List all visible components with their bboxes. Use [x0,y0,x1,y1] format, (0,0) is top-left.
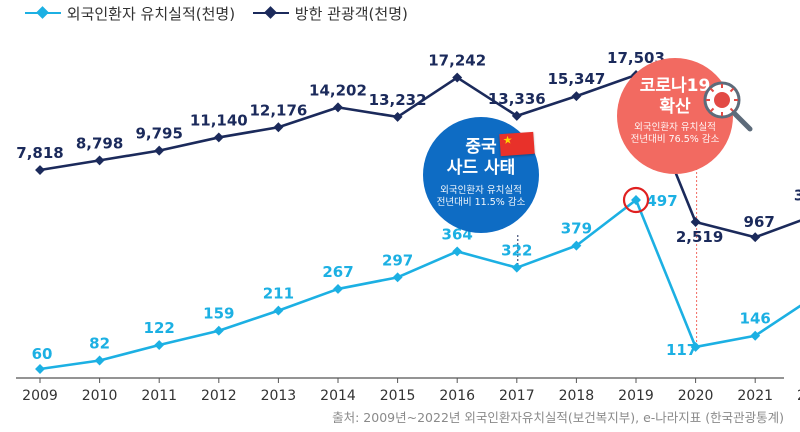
patients-data-label: 122 [144,319,175,337]
corona-bubble-title-2: 확산 [659,97,691,117]
x-tick-label: 2010 [82,388,118,404]
patients-data-label: 297 [382,251,413,269]
patients-point [452,246,463,257]
tourists-data-label: 17,242 [428,52,486,70]
corona-bubble-title-1: 코로나19 [639,76,711,96]
china-bubble-sub-2: 전년대비 11.5% 감소 [436,197,526,208]
patients-line [39,198,800,371]
legend-label-tourists: 방한 관광객(천명) [294,5,408,23]
china-bubble-title-1: 중국 [465,137,497,157]
tourists-data-label: 9,795 [135,125,182,143]
patients-data-label: 379 [561,220,592,238]
legend-2: 방한 관광객(천명) [252,3,408,24]
patients-data-label: 82 [89,334,110,352]
patients-point [571,240,582,251]
patients-data-label: 211 [263,285,294,303]
source-note: 출처: 2009년~2022년 외국인환자유치실적(보건복지부), e-나라지표… [332,410,784,425]
tourists-point [35,165,45,175]
patients-data-label: 267 [322,263,353,281]
x-tick-label: 2019 [618,388,654,404]
x-tick-label: 2016 [439,388,475,404]
patients-point [631,195,641,205]
legend-line-patients [25,6,61,19]
tourists-data-label: 15,347 [547,70,605,88]
tourists-data-label: 3198 [794,186,800,204]
corona-bubble-sub-2: 전년대비 76.5% 감소 [630,134,720,145]
highlight-circle [622,186,650,214]
tourists-point [154,145,165,156]
tourists-data-label: 967 [744,213,775,231]
patients-point [690,342,701,352]
tourists-point [571,91,582,102]
tourists-point [750,232,761,243]
tourists-data-label: 7,818 [16,144,63,162]
patients-point [154,340,165,350]
corona-bubble-sub-1: 외국인환자 유치실적 [634,122,716,133]
tourists-data-label: 13,232 [369,91,427,109]
x-tick-label: 2013 [261,388,297,404]
patients-point [35,364,45,374]
x-tick-label: 2009 [22,388,58,404]
patients-point [213,325,224,336]
tourists-point [94,155,105,166]
x-tick-label: 2015 [380,388,416,404]
tourists-point [213,132,224,143]
x-tick-label: 2014 [320,388,356,404]
tourists-data-label: 2,519 [676,228,723,246]
patients-data-label: 146 [740,310,771,328]
x-tick-label: 2020 [678,388,714,404]
tourists-data-label: 12,176 [249,101,307,119]
x-tick-label: 2012 [201,388,237,404]
patients-point [273,305,284,316]
tourists-point [511,110,522,121]
legend-line-tourists [253,6,289,19]
tourists-point [690,217,701,227]
x-tick-label: 2018 [559,388,595,404]
china-bubble-sub-1: 외국인환자 유치실적 [440,185,522,196]
patients-point [750,330,761,341]
tourists-data-label: 8,798 [76,134,123,152]
patients-data-label: 159 [203,305,234,323]
patients-data-label: 497 [646,192,677,210]
x-tick-label: 2017 [499,388,535,404]
patients-data-label: 117 [666,341,697,359]
tourists-data-label: 11,140 [190,111,248,129]
tourists-data-label: 14,202 [309,81,367,99]
patients-point [511,262,522,273]
virus-magnifier-icon [703,81,753,132]
patients-point [333,283,343,294]
x-tick-label: 2021 [737,388,773,404]
legend-label-patients: 외국인환자 유치실적(천명) [66,5,236,23]
legend: 외국인환자 유치실적(천명) [24,3,235,24]
x-tick-label: 2011 [141,388,177,404]
x-tick-label: 2022 [797,388,800,404]
china-flag-icon: ★ [499,131,535,157]
tourists-line [39,73,800,239]
tourists-point [273,122,284,133]
patients-point [392,272,403,283]
tourists-data-label: 13,336 [488,90,546,108]
patients-point [94,355,105,366]
china-bubble-title-2: 사드 사태 [446,158,516,178]
patients-data-label: 60 [32,345,53,363]
tourists-point [333,102,343,113]
patients-data-label: 322 [501,242,532,260]
